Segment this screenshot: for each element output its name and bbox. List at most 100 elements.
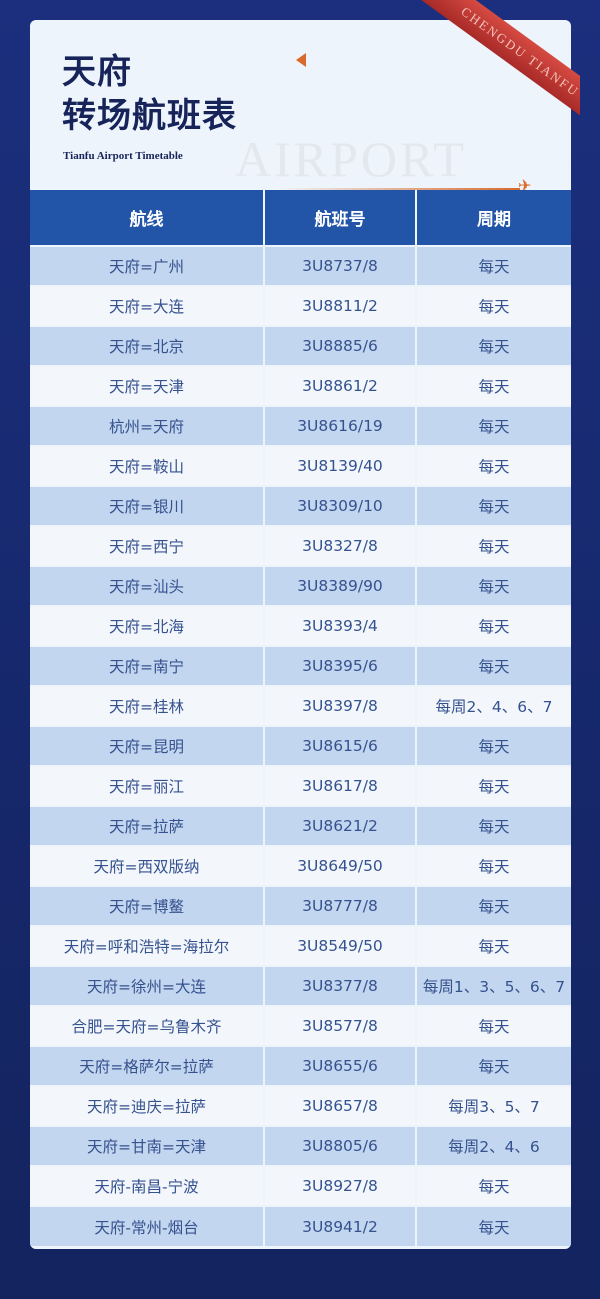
cell-route: 天府=格萨尔=拉萨 xyxy=(30,1045,265,1086)
cell-flight-number: 3U8777/8 xyxy=(264,885,417,926)
table-row: 天府=银川 3U8309/10 每天 xyxy=(30,485,571,526)
cell-schedule: 每天 xyxy=(416,805,571,846)
table-row: 合肥=天府=乌鲁木齐 3U8577/8 每天 xyxy=(30,1005,571,1046)
table-row: 天府=丽江 3U8617/8 每天 xyxy=(30,765,571,806)
cell-schedule: 每天 xyxy=(416,1165,571,1206)
table-row: 天府=格萨尔=拉萨 3U8655/6 每天 xyxy=(30,1045,571,1086)
cell-flight-number: 3U8139/40 xyxy=(264,445,417,486)
cell-route: 天府=拉萨 xyxy=(30,805,265,846)
cell-route: 天府=银川 xyxy=(30,485,265,526)
cell-flight-number: 3U8861/2 xyxy=(264,365,417,406)
table-row: 天府-南昌-宁波 3U8927/8 每天 xyxy=(30,1165,571,1206)
cell-schedule: 每天 xyxy=(416,605,571,646)
cell-schedule: 每天 xyxy=(416,325,571,366)
cell-schedule: 每周1、3、5、6、7 xyxy=(416,965,571,1006)
column-header-schedule: 周期 xyxy=(416,190,571,246)
cell-route: 天府=博鳌 xyxy=(30,885,265,926)
divider xyxy=(280,188,520,190)
table-row: 天府=昆明 3U8615/6 每天 xyxy=(30,725,571,766)
table-row: 天府=南宁 3U8395/6 每天 xyxy=(30,645,571,686)
table-row: 天府=迪庆=拉萨 3U8657/8 每周3、5、7 xyxy=(30,1085,571,1126)
flight-table: 航线 航班号 周期 天府=广州 3U8737/8 每天 天府=大连 3U8811/2 每天… xyxy=(30,190,571,1246)
cell-route: 合肥=天府=乌鲁木齐 xyxy=(30,1005,265,1046)
cell-route: 杭州=天府 xyxy=(30,405,265,446)
cell-flight-number: 3U8397/8 xyxy=(264,685,417,726)
table-row: 天府=桂林 3U8397/8 每周2、4、6、7 xyxy=(30,685,571,726)
cell-flight-number: 3U8737/8 xyxy=(264,245,417,286)
column-header-flight: 航班号 xyxy=(264,190,417,246)
ribbon-text: CHENGDU TIANFU xyxy=(421,0,580,120)
cell-flight-number: 3U8615/6 xyxy=(264,725,417,766)
cell-flight-number: 3U8616/19 xyxy=(264,405,417,446)
cell-route: 天府=迪庆=拉萨 xyxy=(30,1085,265,1126)
cell-flight-number: 3U8309/10 xyxy=(264,485,417,526)
table-row: 天府=甘南=天津 3U8805/6 每周2、4、6 xyxy=(30,1125,571,1166)
subtitle: Tianfu Airport Timetable xyxy=(63,150,183,162)
cell-flight-number: 3U8941/2 xyxy=(264,1205,417,1246)
cell-flight-number: 3U8377/8 xyxy=(264,965,417,1006)
table-row: 天府=广州 3U8737/8 每天 xyxy=(30,245,571,286)
table-row: 天府=西双版纳 3U8649/50 每天 xyxy=(30,845,571,886)
cell-schedule: 每天 xyxy=(416,1045,571,1086)
cell-schedule: 每天 xyxy=(416,885,571,926)
cell-flight-number: 3U8885/6 xyxy=(264,325,417,366)
table-row: 天府=博鳌 3U8777/8 每天 xyxy=(30,885,571,926)
title-line-2: 转场航班表 xyxy=(62,96,237,136)
cell-flight-number: 3U8389/90 xyxy=(264,565,417,606)
ribbon-logo: CHENGDU TIANFU xyxy=(390,0,580,120)
cell-schedule: 每天 xyxy=(416,445,571,486)
cell-schedule: 每天 xyxy=(416,845,571,886)
airplane-icon: ✈ xyxy=(518,176,532,195)
cell-schedule: 每天 xyxy=(416,365,571,406)
cell-schedule: 每周2、4、6、7 xyxy=(416,685,571,726)
cell-flight-number: 3U8655/6 xyxy=(264,1045,417,1086)
cell-schedule: 每天 xyxy=(416,645,571,686)
cell-flight-number: 3U8649/50 xyxy=(264,845,417,886)
cell-schedule: 每天 xyxy=(416,405,571,446)
cell-route: 天府=桂林 xyxy=(30,685,265,726)
cell-route: 天府=南宁 xyxy=(30,645,265,686)
table-row: 天府=大连 3U8811/2 每天 xyxy=(30,285,571,326)
cell-flight-number: 3U8395/6 xyxy=(264,645,417,686)
cell-flight-number: 3U8393/4 xyxy=(264,605,417,646)
cell-route: 天府=北京 xyxy=(30,325,265,366)
column-header-route: 航线 xyxy=(30,190,265,246)
cell-schedule: 每天 xyxy=(416,1005,571,1046)
cell-schedule: 每天 xyxy=(416,485,571,526)
cell-schedule: 每天 xyxy=(416,725,571,766)
cell-schedule: 每天 xyxy=(416,565,571,606)
triangle-decoration-icon xyxy=(296,53,306,67)
table-row: 天府=拉萨 3U8621/2 每天 xyxy=(30,805,571,846)
table-header: 航线 航班号 周期 xyxy=(30,190,571,246)
cell-route: 天府=甘南=天津 xyxy=(30,1125,265,1166)
cell-route: 天府=广州 xyxy=(30,245,265,286)
watermark: AIRPORT xyxy=(235,131,467,187)
cell-flight-number: 3U8805/6 xyxy=(264,1125,417,1166)
cell-route: 天府=天津 xyxy=(30,365,265,406)
cell-schedule: 每天 xyxy=(416,285,571,326)
table-row: 杭州=天府 3U8616/19 每天 xyxy=(30,405,571,446)
cell-flight-number: 3U8577/8 xyxy=(264,1005,417,1046)
table-row: 天府=呼和浩特=海拉尔 3U8549/50 每天 xyxy=(30,925,571,966)
cell-route: 天府=北海 xyxy=(30,605,265,646)
cell-route: 天府=汕头 xyxy=(30,565,265,606)
cell-schedule: 每周3、5、7 xyxy=(416,1085,571,1126)
cell-route: 天府=西宁 xyxy=(30,525,265,566)
cell-flight-number: 3U8327/8 xyxy=(264,525,417,566)
table-row: 天府=徐州=大连 3U8377/8 每周1、3、5、6、7 xyxy=(30,965,571,1006)
header: AIRPORT 天府 转场航班表 Tianfu Airport Timetabl… xyxy=(30,20,571,194)
page-title: 天府 转场航班表 xyxy=(62,50,237,138)
cell-flight-number: 3U8927/8 xyxy=(264,1165,417,1206)
cell-route: 天府=丽江 xyxy=(30,765,265,806)
title-line-1: 天府 xyxy=(62,52,132,92)
cell-route: 天府=鞍山 xyxy=(30,445,265,486)
table-row: 天府=北京 3U8885/6 每天 xyxy=(30,325,571,366)
cell-schedule: 每天 xyxy=(416,525,571,566)
cell-route: 天府-常州-烟台 xyxy=(30,1205,265,1246)
cell-flight-number: 3U8549/50 xyxy=(264,925,417,966)
cell-flight-number: 3U8657/8 xyxy=(264,1085,417,1126)
cell-schedule: 每天 xyxy=(416,245,571,286)
cell-schedule: 每周2、4、6 xyxy=(416,1125,571,1166)
table-row: 天府=北海 3U8393/4 每天 xyxy=(30,605,571,646)
cell-flight-number: 3U8811/2 xyxy=(264,285,417,326)
